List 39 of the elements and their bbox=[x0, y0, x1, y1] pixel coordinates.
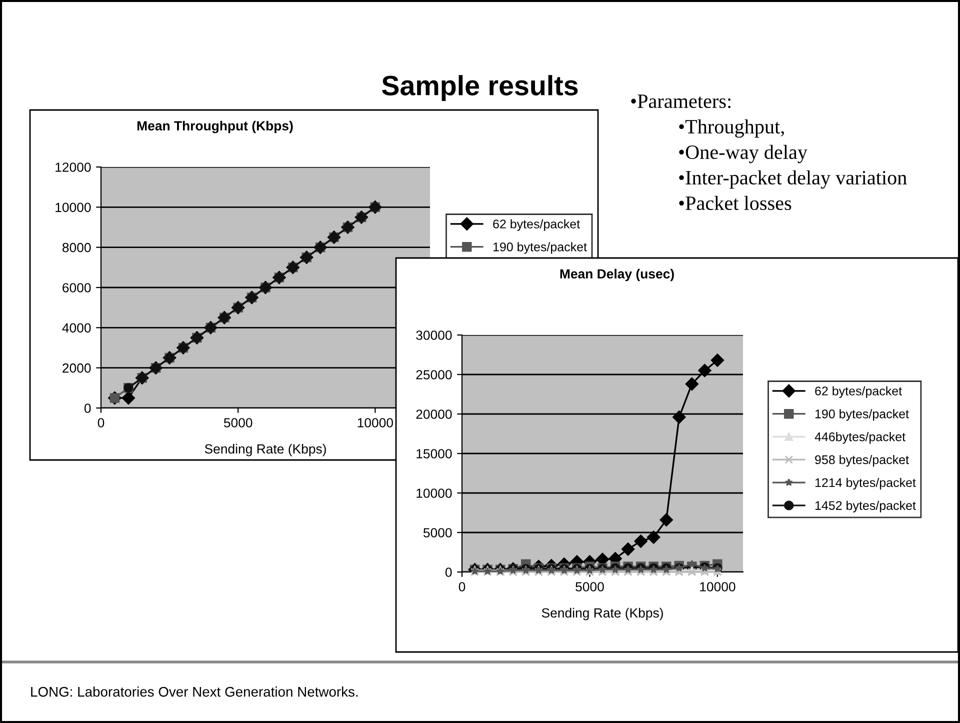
x-tick-label: 5000 bbox=[224, 418, 252, 428]
legend-label: 446bytes/packet bbox=[814, 432, 906, 444]
x-axis-title: Sending Rate (Kbps) bbox=[204, 444, 326, 456]
y-tick-label: 5000 bbox=[423, 528, 452, 538]
legend-label: 1214 bytes/packet bbox=[815, 478, 916, 490]
legend-label: 958 bytes/packet bbox=[815, 454, 909, 467]
x-tick-label: 0 bbox=[458, 582, 466, 592]
text: •Packet losses bbox=[679, 196, 792, 210]
text: •Throughput, bbox=[679, 119, 784, 138]
x-tick-label: 0 bbox=[98, 418, 104, 428]
y-tick-label: 8000 bbox=[62, 242, 91, 252]
y-tick-label: 4000 bbox=[62, 323, 91, 333]
y-tick-label: 0 bbox=[445, 568, 452, 577]
x-tick-label: 10000 bbox=[358, 418, 393, 428]
x-axis-title: Sending Rate (Kbps) bbox=[542, 608, 663, 620]
legend-label: 62 bytes/packet bbox=[815, 386, 902, 398]
text: •One-way delay bbox=[679, 144, 808, 164]
y-tick-label: 15000 bbox=[416, 449, 452, 458]
x-tick-label: 5000 bbox=[576, 582, 604, 592]
text: •Parameters: bbox=[631, 94, 730, 108]
y-tick-label: 12000 bbox=[56, 162, 91, 172]
text: Sample results bbox=[382, 75, 578, 101]
x-tick-label: 10000 bbox=[700, 582, 736, 592]
y-tick-label: 2000 bbox=[62, 363, 91, 373]
y-tick-label: 20000 bbox=[416, 410, 452, 419]
y-tick-label: 30000 bbox=[416, 330, 452, 340]
y-tick-label: 10000 bbox=[56, 202, 91, 212]
legend-label: 190 bytes/packet bbox=[493, 242, 587, 254]
text: LONG: Laboratories Over Next Generation Networks. bbox=[31, 686, 358, 697]
y-tick-label: 10000 bbox=[416, 488, 452, 498]
chart-title: Mean Delay (usec) bbox=[560, 268, 674, 282]
legend-label: 62 bytes/packet bbox=[493, 219, 580, 231]
chart-title: Mean Throughput (Kbps) bbox=[137, 120, 293, 134]
y-tick-label: 25000 bbox=[416, 370, 452, 380]
y-tick-label: 0 bbox=[84, 404, 91, 413]
legend-label: 1452 bytes/packet bbox=[815, 500, 916, 512]
legend-label: 190 bytes/packet bbox=[815, 409, 909, 421]
y-tick-label: 6000 bbox=[62, 283, 91, 292]
text: •Inter-packet delay variation bbox=[679, 170, 907, 189]
